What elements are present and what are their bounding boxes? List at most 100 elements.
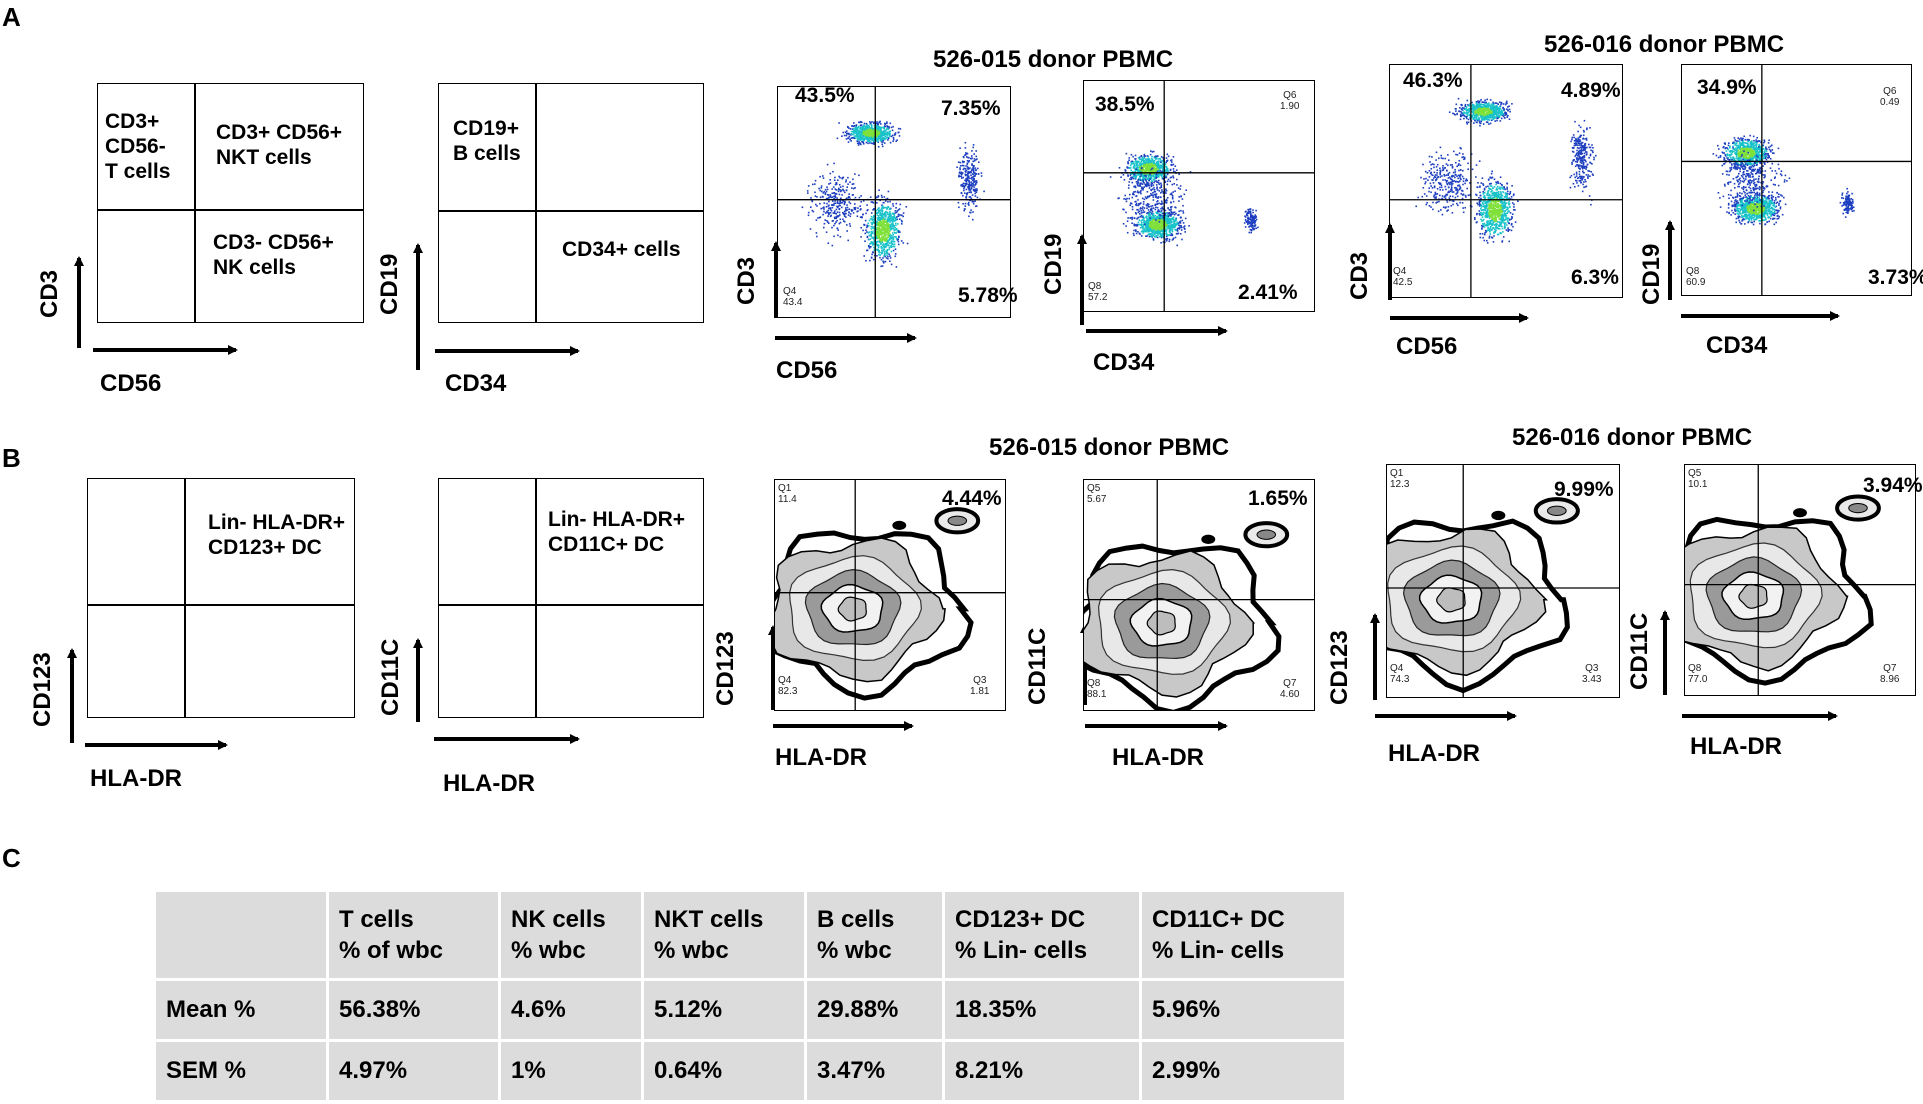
x-axis-label: HLA-DR <box>90 765 182 792</box>
x-axis-label: HLA-DR <box>1690 733 1782 760</box>
pct-top-right: 9.99% <box>1554 478 1614 501</box>
schematic-cd3-cd56 <box>97 83 364 323</box>
table-cell: SEM % <box>156 1042 326 1100</box>
table-cell: 56.38% <box>329 981 498 1039</box>
y-axis-label: CD19 <box>376 253 403 315</box>
quadrant-small-label: Q8 57.2 <box>1088 281 1108 303</box>
table-cell: 29.88% <box>807 981 942 1039</box>
quadrant-small-label: Q8 88.1 <box>1087 678 1107 700</box>
y-axis-label: CD11C <box>1626 612 1653 690</box>
contour-plot-cd123-015 <box>774 479 1006 711</box>
header-cell-nk-cells: NK cells% wbc <box>501 892 641 978</box>
quadrant-small-label: Q4 43.4 <box>783 286 803 308</box>
schematic-cd123-hladr <box>87 478 355 718</box>
y-axis-label: CD3 <box>36 269 63 318</box>
quadrant-small-label: Q8 77.0 <box>1688 663 1708 685</box>
scatter-points <box>1109 150 1259 247</box>
header-cell-cd11c-dc: CD11C+ DC% Lin- cells <box>1142 892 1344 978</box>
table-cell: 3.47% <box>807 1042 942 1100</box>
group-title-526-015: 526-015 donor PBMC <box>933 46 1174 73</box>
quadrant-small-label: Q1 11.4 <box>778 483 797 505</box>
quadrant-small-label: Q4 82.3 <box>778 675 798 697</box>
plot-frame <box>1684 464 1916 696</box>
group-title-526-016: 526-016 donor PBMC <box>1512 424 1753 451</box>
x-axis-label: CD34 <box>1093 349 1155 376</box>
pct-top-right: 7.35% <box>941 97 1001 120</box>
header-cell-t-cells: T cells% of wbc <box>329 892 498 978</box>
table-cell: 2.99% <box>1142 1042 1344 1100</box>
group-title-526-015: 526-015 donor PBMC <box>989 434 1230 461</box>
x-axis-label: CD34 <box>445 370 507 397</box>
plot-frame <box>1681 64 1912 296</box>
header-cell-empty <box>156 892 326 978</box>
table-cell: 4.6% <box>501 981 641 1039</box>
pct-bottom-right: 2.41% <box>1238 281 1298 304</box>
scatter-points <box>1712 134 1855 226</box>
contour-plot-cd123-016 <box>1386 464 1620 698</box>
y-axis-label: CD19 <box>1638 243 1665 305</box>
contour-plot-cd11c-016 <box>1684 464 1916 696</box>
quadrant-small-label: Q6 0.49 <box>1880 86 1900 108</box>
contour-plot-cd11c-015 <box>1083 479 1315 711</box>
quadrant-label-b-cells: CD19+ B cells <box>453 117 521 165</box>
y-axis-label: CD3 <box>733 256 760 305</box>
pct-top-left: 46.3% <box>1403 69 1463 92</box>
table-cell: 5.12% <box>644 981 804 1039</box>
x-axis-label: CD34 <box>1706 332 1768 359</box>
pct-top-left: 34.9% <box>1697 76 1757 99</box>
schematic-cd11c-hladr <box>438 478 704 718</box>
contour-levels <box>774 507 981 701</box>
y-axis-label: CD19 <box>1040 233 1067 295</box>
table-cell: 5.96% <box>1142 981 1344 1039</box>
quadrant-label-nk-cells: CD3- CD56+ NK cells <box>213 231 334 279</box>
quadrant-small-label: Q3 1.81 <box>970 675 990 697</box>
quadrant-small-label: Q7 4.60 <box>1280 678 1300 700</box>
header-cell-cd123-dc: CD123+ DC% Lin- cells <box>945 892 1139 978</box>
scatter-plot-cd19-cd34-015 <box>1083 80 1315 312</box>
pct-top-right: 4.44% <box>942 487 1002 510</box>
pct-bottom-right: 5.78% <box>958 284 1018 307</box>
y-axis-label: CD123 <box>1326 630 1353 705</box>
quadrant-small-label: Q5 10.1 <box>1688 468 1708 490</box>
quadrant-small-label: Q3 3.43 <box>1582 663 1602 685</box>
table-cell: 1% <box>501 1042 641 1100</box>
table-cell: 4.97% <box>329 1042 498 1100</box>
quadrant-label-nkt-cells: CD3+ CD56+ NKT cells <box>216 121 343 169</box>
pct-top-left: 38.5% <box>1095 93 1155 116</box>
table-cell: Mean % <box>156 981 326 1039</box>
panel-letter-b: B <box>2 443 21 473</box>
schematic-cd19-cd34 <box>438 83 704 323</box>
pct-top-right: 1.65% <box>1248 487 1308 510</box>
panel-letter-c: C <box>2 843 21 873</box>
pct-bottom-right: 6.3% <box>1571 266 1619 289</box>
y-axis-label: CD123 <box>712 631 739 706</box>
panel-letter-a: A <box>2 2 21 32</box>
header-cell-b-cells: B cells% wbc <box>807 892 942 978</box>
quadrant-label-cd123-dc: Lin- HLA-DR+ CD123+ DC <box>208 511 346 559</box>
x-axis-label: CD56 <box>776 357 838 384</box>
quadrant-small-label: Q1 12.3 <box>1390 468 1410 490</box>
plot-frame <box>774 479 1006 711</box>
table-header-row: T cells% of wbc NK cells% wbc NKT cells%… <box>156 892 1344 978</box>
plot-frame <box>1083 479 1315 711</box>
x-axis-label: HLA-DR <box>775 744 867 771</box>
quadrant-small-label: Q6 1.90 <box>1280 90 1300 112</box>
summary-table: T cells% of wbc NK cells% wbc NKT cells%… <box>153 889 1347 1103</box>
quadrant-small-label: Q7 8.96 <box>1880 663 1900 685</box>
quadrant-small-label: Q8 60.9 <box>1686 266 1706 288</box>
x-axis-label: HLA-DR <box>1388 740 1480 767</box>
scatter-plot-cd19-cd34-016 <box>1681 64 1912 296</box>
x-axis-label: HLA-DR <box>443 770 535 797</box>
plot-frame <box>1083 80 1315 312</box>
x-axis-label: CD56 <box>100 370 162 397</box>
pct-top-right: 3.94% <box>1863 474 1923 497</box>
header-cell-nkt-cells: NKT cells% wbc <box>644 892 804 978</box>
pct-top-right: 4.89% <box>1561 79 1621 102</box>
contour-levels <box>1386 497 1580 694</box>
scatter-plot-cd3-cd56-015 <box>777 86 1011 318</box>
contour-levels <box>1083 521 1290 711</box>
y-axis-label: CD123 <box>29 652 56 727</box>
plot-frame <box>1389 64 1623 298</box>
table-cell: 8.21% <box>945 1042 1139 1100</box>
pct-top-left: 43.5% <box>795 84 855 107</box>
